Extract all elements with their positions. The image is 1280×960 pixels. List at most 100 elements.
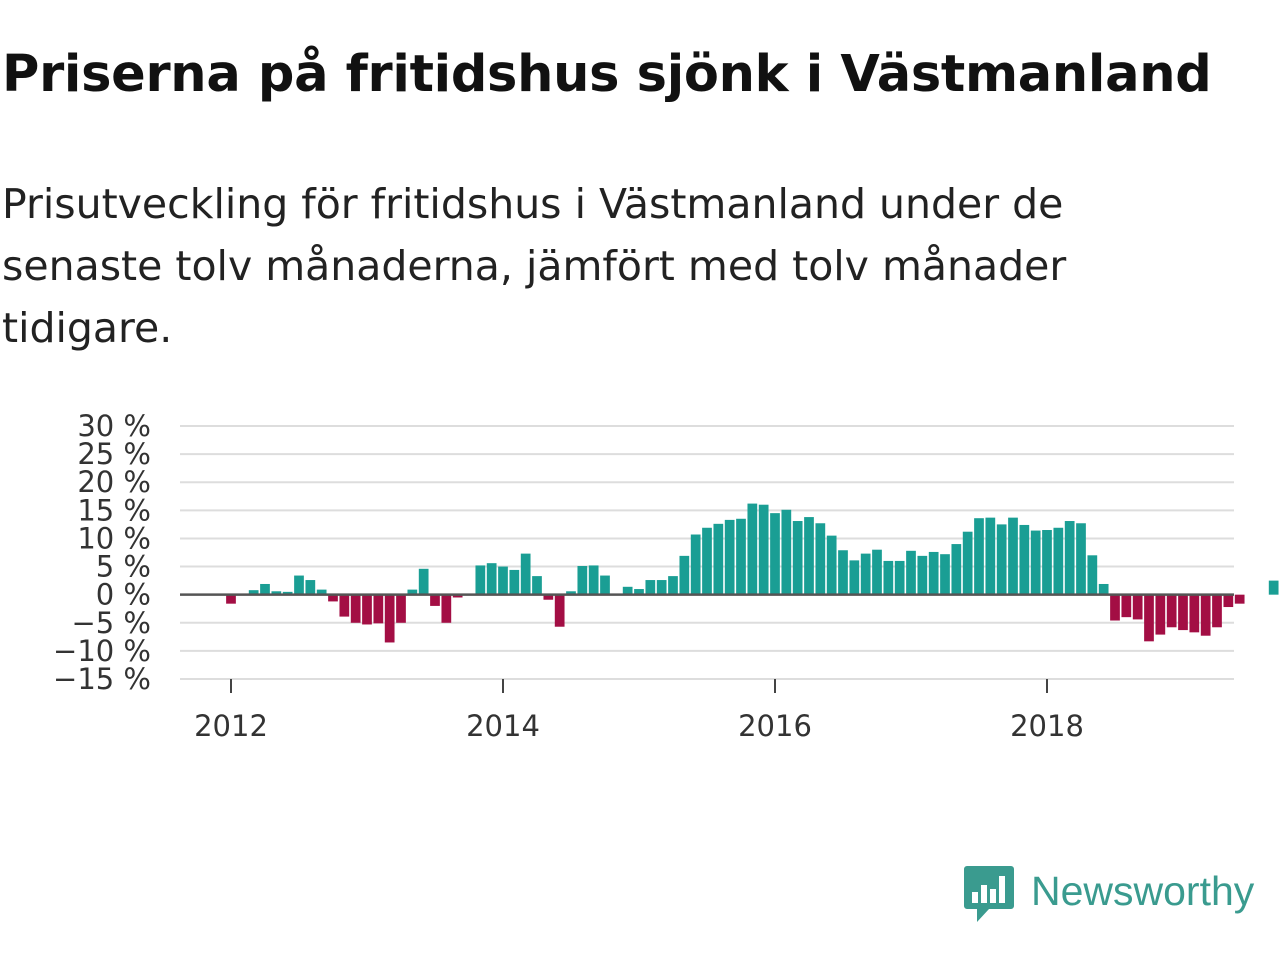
bar [226, 594, 236, 604]
bar [384, 594, 395, 643]
bar [826, 535, 837, 595]
bar [418, 568, 429, 595]
bar [1053, 527, 1064, 595]
y-tick-label: 5 % [96, 550, 151, 584]
bar [600, 575, 610, 595]
x-tick-label: 2014 [466, 709, 540, 743]
bar [1212, 594, 1222, 628]
bar [815, 523, 826, 595]
bar [486, 563, 497, 595]
bar [1189, 594, 1200, 633]
bar [1223, 594, 1234, 608]
bar [860, 553, 871, 595]
bar [294, 575, 304, 595]
bar [396, 594, 406, 623]
bar [1076, 523, 1086, 595]
bar [940, 554, 950, 595]
bar [849, 560, 860, 595]
bar [1234, 594, 1245, 604]
y-tick-label: 15 % [77, 493, 151, 527]
bar [532, 576, 542, 595]
bar [679, 555, 690, 595]
bar [305, 580, 316, 595]
bar [260, 583, 270, 595]
bar [407, 589, 418, 595]
bar [1132, 594, 1143, 620]
bar [713, 523, 724, 595]
bars [180, 503, 1279, 643]
bar [951, 544, 962, 595]
bar [872, 549, 882, 595]
bar [588, 565, 599, 595]
chart-title: Priserna på fritidshus sjönk i Västmanla… [2, 45, 1212, 104]
bar [1110, 594, 1120, 621]
x-tick-label: 2016 [738, 709, 812, 743]
x-tick-label: 2012 [194, 709, 268, 743]
bar [622, 586, 633, 595]
bar [475, 565, 486, 595]
bar [362, 594, 372, 625]
bar [509, 569, 520, 595]
bar [1019, 524, 1030, 595]
bar [373, 594, 384, 624]
bar [1200, 594, 1211, 636]
bar [656, 580, 667, 595]
brand-name: Newsworthy [1031, 868, 1255, 914]
y-tick-label: 20 % [77, 465, 151, 499]
bar [894, 560, 905, 595]
bar [917, 555, 928, 595]
bar [1087, 555, 1098, 595]
bar [724, 519, 735, 595]
chart-subtitle: Prisutveckling för fritidshus i Västmanl… [2, 180, 1067, 352]
bar [1008, 517, 1018, 595]
bar [736, 518, 746, 595]
bar [248, 590, 259, 595]
bar [577, 565, 588, 595]
bar [452, 594, 463, 598]
y-tick-label: 0 % [96, 578, 151, 612]
x-axis: 20122014201620182020202220242026 [194, 679, 1084, 743]
bar [430, 594, 440, 606]
bar [781, 509, 792, 595]
bar [1121, 594, 1132, 618]
bar [747, 503, 758, 595]
bar [804, 517, 814, 595]
bar [668, 576, 678, 595]
bar [928, 551, 939, 595]
y-tick-label: −10 % [53, 634, 151, 668]
bar [770, 513, 780, 595]
bar [962, 531, 973, 595]
bar [906, 550, 916, 595]
y-axis-labels: 30 %25 %20 %15 %10 %5 %0 %−5 %−10 %−15 % [53, 409, 151, 696]
newsworthy-logo-icon [964, 866, 1014, 922]
bar [282, 591, 293, 595]
y-tick-label: 10 % [77, 521, 151, 555]
bar [339, 594, 350, 617]
bar [1166, 594, 1177, 628]
bar [498, 566, 508, 595]
bar [1268, 580, 1279, 595]
bar [702, 527, 712, 595]
bar [634, 589, 644, 595]
bar [350, 594, 361, 623]
bar [1144, 594, 1154, 642]
x-tick-label: 2018 [1010, 709, 1084, 743]
y-tick-label: −15 % [53, 662, 151, 696]
bar [690, 534, 701, 595]
bar [1064, 521, 1075, 595]
bar [758, 504, 769, 595]
bar [1030, 530, 1041, 595]
bar [554, 594, 565, 627]
newsworthy-brand: Newsworthy [963, 864, 1254, 926]
bar [985, 517, 996, 595]
bar [1098, 583, 1109, 595]
bar-chart: 30 %25 %20 %15 %10 %5 %0 %−5 %−10 %−15 %… [53, 409, 1279, 743]
bar [1155, 594, 1166, 635]
bar [271, 591, 282, 595]
bar [974, 518, 984, 595]
bar [996, 524, 1007, 595]
bar [316, 589, 327, 595]
bar [883, 560, 894, 595]
bar [792, 521, 803, 595]
bar [645, 580, 656, 595]
